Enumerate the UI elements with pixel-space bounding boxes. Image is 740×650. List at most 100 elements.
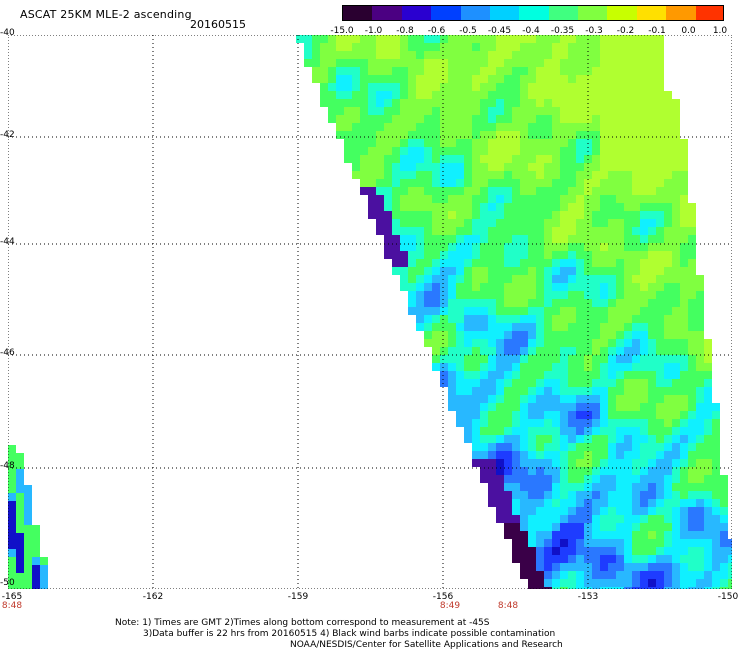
swath-pixel (472, 275, 480, 283)
swath-pixel (24, 557, 32, 565)
swath-pixel (664, 523, 672, 531)
swath-pixel (384, 123, 392, 131)
swath-pixel (608, 507, 616, 515)
swath-pixel (560, 275, 568, 283)
colorbar-segment (666, 6, 697, 20)
swath-pixel (432, 299, 440, 307)
swath-pixel (632, 35, 640, 43)
swath-pixel (688, 211, 696, 219)
swath-pixel (520, 299, 528, 307)
swath-pixel (16, 461, 24, 469)
swath-pixel (440, 139, 448, 147)
colorbar-label: -0.1 (648, 26, 666, 36)
swath-pixel (576, 347, 584, 355)
swath-pixel (608, 91, 616, 99)
swath-pixel (464, 363, 472, 371)
swath-pixel (600, 419, 608, 427)
swath-pixel (568, 83, 576, 91)
swath-pixel (528, 499, 536, 507)
swath-pixel (488, 235, 496, 243)
swath-pixel (616, 451, 624, 459)
swath-pixel (552, 155, 560, 163)
swath-pixel (704, 411, 712, 419)
swath-pixel (432, 43, 440, 51)
swath-pixel (640, 195, 648, 203)
swath-pixel (440, 235, 448, 243)
swath-pixel (368, 115, 376, 123)
swath-pixel (528, 571, 536, 579)
swath-pixel (632, 539, 640, 547)
swath-pixel (408, 43, 416, 51)
swath-pixel (520, 43, 528, 51)
swath-pixel (416, 83, 424, 91)
swath-pixel (560, 187, 568, 195)
swath-pixel (600, 339, 608, 347)
swath-pixel (600, 59, 608, 67)
swath-pixel (640, 403, 648, 411)
swath-pixel (360, 163, 368, 171)
swath-pixel (456, 347, 464, 355)
swath-pixel (576, 419, 584, 427)
swath-pixel (536, 451, 544, 459)
swath-pixel (512, 347, 520, 355)
swath-pixel (464, 435, 472, 443)
swath-pixel (696, 419, 704, 427)
swath-pixel (720, 523, 728, 531)
swath-pixel (680, 275, 688, 283)
swath-pixel (528, 171, 536, 179)
map-date: 20160515 (190, 18, 246, 31)
swath-pixel (656, 131, 664, 139)
swath-pixel (624, 491, 632, 499)
swath-pixel (696, 363, 704, 371)
swath-pixel (712, 587, 720, 589)
swath-pixel (504, 131, 512, 139)
swath-pixel (8, 525, 16, 533)
swath-pixel (624, 155, 632, 163)
colorbar-label: -0.35 (550, 26, 575, 36)
swath-pixel (440, 59, 448, 67)
swath-pixel (576, 483, 584, 491)
swath-pixel (536, 179, 544, 187)
swath-pixel (520, 427, 528, 435)
swath-pixel (632, 379, 640, 387)
swath-pixel (496, 203, 504, 211)
swath-pixel (472, 387, 480, 395)
swath-pixel (392, 131, 400, 139)
swath-pixel (24, 525, 32, 533)
swath-pixel (504, 291, 512, 299)
swath-pixel (520, 531, 528, 539)
swath-pixel (664, 211, 672, 219)
swath-pixel (712, 483, 720, 491)
swath-pixel (544, 35, 552, 43)
swath-pixel (424, 211, 432, 219)
swath-pixel (624, 475, 632, 483)
swath-pixel (336, 43, 344, 51)
swath-pixel (400, 155, 408, 163)
map-plot (8, 35, 732, 589)
swath-pixel (616, 363, 624, 371)
swath-pixel (432, 115, 440, 123)
swath-pixel (560, 499, 568, 507)
swath-pixel (664, 515, 672, 523)
swath-pixel (680, 147, 688, 155)
swath-pixel (424, 131, 432, 139)
swath-pixel (488, 227, 496, 235)
swath-pixel (392, 243, 400, 251)
swath-pixel (384, 75, 392, 83)
swath-pixel (544, 419, 552, 427)
swath-pixel (376, 43, 384, 51)
swath-pixel (632, 115, 640, 123)
swath-pixel (568, 267, 576, 275)
swath-pixel (624, 467, 632, 475)
swath-pixel (456, 107, 464, 115)
swath-pixel (512, 355, 520, 363)
swath-pixel (440, 51, 448, 59)
swath-pixel (608, 259, 616, 267)
swath-pixel (520, 211, 528, 219)
swath-pixel (712, 571, 720, 579)
swath-pixel (336, 59, 344, 67)
swath-pixel (576, 571, 584, 579)
swath-pixel (608, 307, 616, 315)
swath-pixel (552, 59, 560, 67)
swath-pixel (648, 171, 656, 179)
